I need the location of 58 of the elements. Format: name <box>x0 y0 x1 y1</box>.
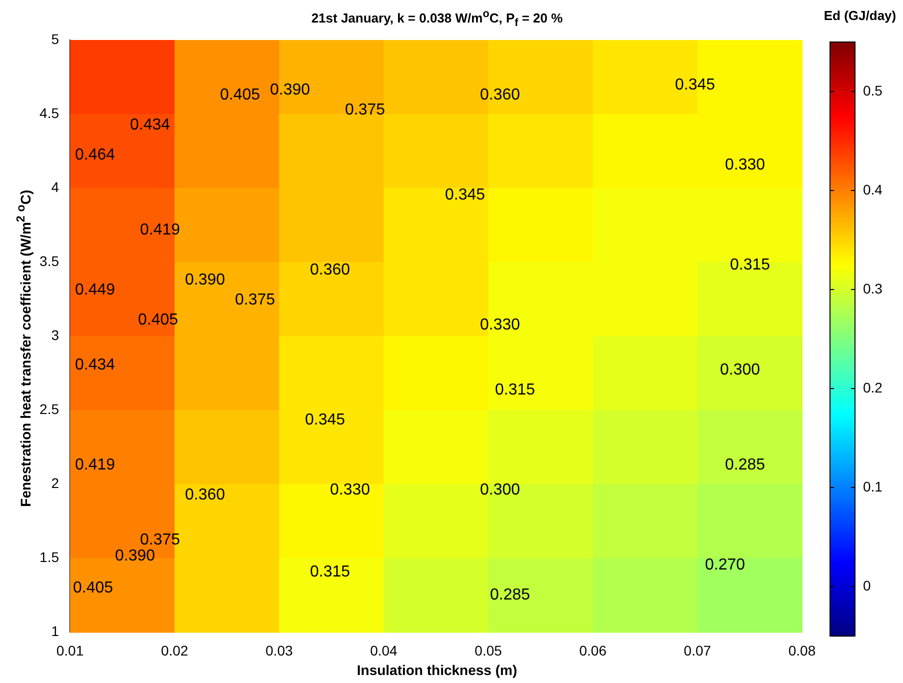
annotation: 0.315 <box>494 381 536 398</box>
x-tick-label: 0.08 <box>788 642 816 658</box>
x-tick-label: 0.03 <box>266 642 293 658</box>
annotation: 0.300 <box>480 481 520 498</box>
annotation: 0.390 <box>114 547 156 564</box>
color-bar-label: 0 <box>863 577 871 594</box>
x-tick-label: 0.01 <box>56 642 84 658</box>
annotation: 0.419 <box>74 456 116 474</box>
annotation: 0.345 <box>444 186 486 204</box>
x-tick-label: 0.02 <box>160 642 188 658</box>
color-bar-label: 0.4 <box>863 181 883 198</box>
annotation: 0.390 <box>270 81 310 98</box>
annotation: 0.360 <box>480 86 520 104</box>
y-tick-label: 2.5 <box>40 400 60 417</box>
annotation: 0.434 <box>74 356 116 374</box>
annotation: 0.390 <box>184 271 226 288</box>
annotation: 0.375 <box>344 101 386 118</box>
annotation: 0.345 <box>674 76 716 94</box>
annotation: 0.285 <box>724 456 766 474</box>
y-tick-label: 1.5 <box>40 549 60 566</box>
color-bar-label: 0.5 <box>863 82 883 98</box>
y-tick-label: 4.5 <box>40 104 60 121</box>
annotation: 0.330 <box>330 481 370 498</box>
y-tick-label: 4 <box>51 178 60 195</box>
x-axis-title: Insulation thickness (m) <box>356 662 518 678</box>
annotation: 0.285 <box>490 586 530 604</box>
annotation: 0.405 <box>72 579 114 596</box>
annotation: 0.375 <box>234 291 276 308</box>
annotation: 0.405 <box>220 86 260 104</box>
annotation: 0.419 <box>140 221 180 238</box>
annotation: 0.330 <box>480 316 520 334</box>
y-tick-label: 2 <box>51 475 60 492</box>
y-tick-label: 5 <box>51 30 60 47</box>
y-tick-label: 3 <box>51 326 60 343</box>
annotation: 0.434 <box>130 116 170 134</box>
annotation: 0.315 <box>730 256 770 274</box>
annotation: 0.360 <box>310 261 350 278</box>
x-tick-label: 0.07 <box>684 642 712 658</box>
y-tick-label: 1 <box>51 623 60 640</box>
annotation: 0.449 <box>74 281 116 298</box>
annotation: 0.315 <box>310 563 350 580</box>
annotation: 0.375 <box>140 531 180 548</box>
annotation: 0.345 <box>304 411 346 428</box>
color-bar-label: 0.2 <box>863 379 883 396</box>
color-bar-label: 0.1 <box>863 478 883 494</box>
x-tick-label: 0.04 <box>370 642 398 658</box>
x-tick-label: 0.05 <box>474 642 502 658</box>
annotation: 0.270 <box>704 556 746 574</box>
annotation: 0.300 <box>720 361 760 378</box>
color-bar-title: Ed (GJ/day) <box>822 8 898 23</box>
annotation: 0.405 <box>138 311 178 328</box>
annotation: 0.330 <box>724 156 766 174</box>
annotation: 0.360 <box>184 486 226 504</box>
y-tick-label: 3.5 <box>40 252 60 269</box>
chart-title: 21st January, k = 0.038 W/m$^{o}$C, P$_{f}$ = 20 % <box>310 8 564 29</box>
x-tick-label: 0.06 <box>579 642 607 658</box>
annotation: 0.464 <box>74 146 116 164</box>
color-bar-label: 0.3 <box>863 280 883 296</box>
